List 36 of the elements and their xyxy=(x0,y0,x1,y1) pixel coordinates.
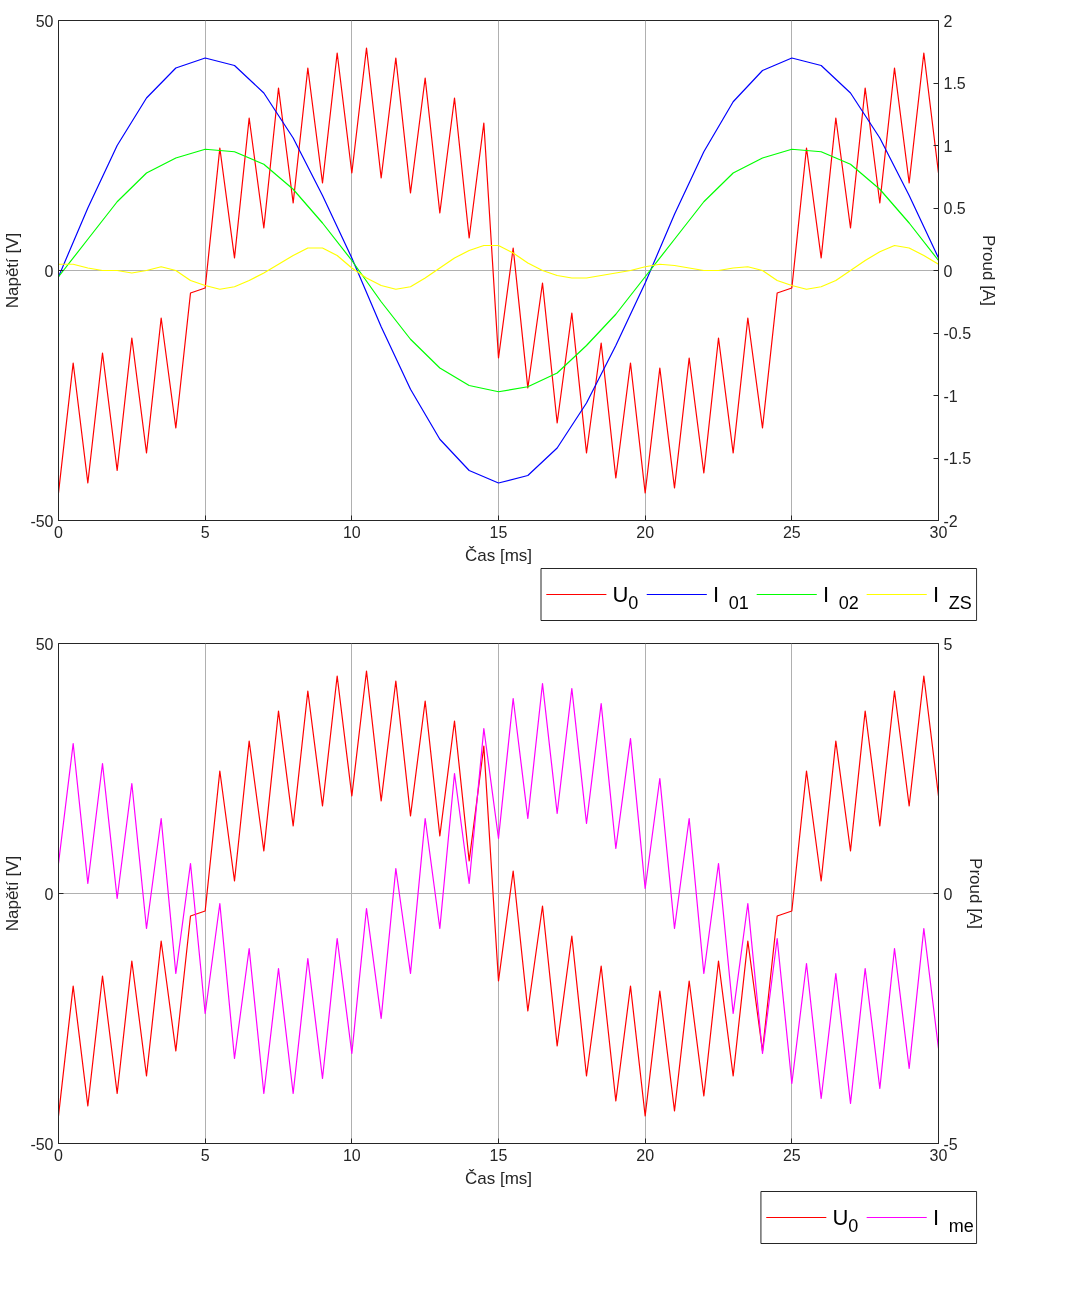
y2-tick-label: -1 xyxy=(943,387,958,405)
y-tick-label: 50 xyxy=(35,635,54,653)
line-series xyxy=(58,244,939,290)
x-tick-label: 15 xyxy=(489,523,508,541)
y2-tick-label: 1 xyxy=(943,137,953,155)
y-axis-title: Napětí [V] xyxy=(3,855,23,932)
x-tick-label: 20 xyxy=(636,523,655,541)
x-tick-label: 30 xyxy=(929,523,948,541)
y-tick-label: 50 xyxy=(35,12,54,30)
x-tick-label: 10 xyxy=(342,1146,361,1164)
x-tick-label: 30 xyxy=(929,1146,948,1164)
y2-tick-label: -1.5 xyxy=(943,450,972,467)
x-axis-title: Čas [ms] xyxy=(464,545,533,565)
y2-tick-label: 5 xyxy=(943,635,953,653)
x-tick-label: 5 xyxy=(200,1146,210,1164)
x-tick-label: 25 xyxy=(782,523,801,541)
y-axis-title: Napětí [V] xyxy=(3,232,23,309)
x-axis-title: Čas [ms] xyxy=(464,1168,533,1188)
y2-tick-label: 1.5 xyxy=(943,75,966,92)
x-tick-label: 5 xyxy=(200,523,210,541)
y2-tick-label: 2 xyxy=(943,12,953,30)
x-tick-label: 15 xyxy=(489,1146,508,1164)
line-series xyxy=(58,148,939,393)
y-tick-label: -50 xyxy=(30,1135,54,1153)
y2-axis-title: Proud [A] xyxy=(965,858,985,929)
y-tick-label: 0 xyxy=(44,885,54,903)
x-tick-label: 20 xyxy=(636,1146,655,1164)
y2-tick-label: 0.5 xyxy=(943,200,966,217)
y2-axis-title: Proud [A] xyxy=(979,235,999,306)
y-tick-label: 0 xyxy=(44,262,54,280)
x-tick-label: 25 xyxy=(782,1146,801,1164)
y2-tick-label: 0 xyxy=(943,262,953,280)
x-tick-label: 10 xyxy=(342,523,361,541)
y-tick-label: -50 xyxy=(30,512,54,530)
y2-tick-label: -0.5 xyxy=(943,325,972,342)
y2-tick-label: 0 xyxy=(943,885,953,903)
